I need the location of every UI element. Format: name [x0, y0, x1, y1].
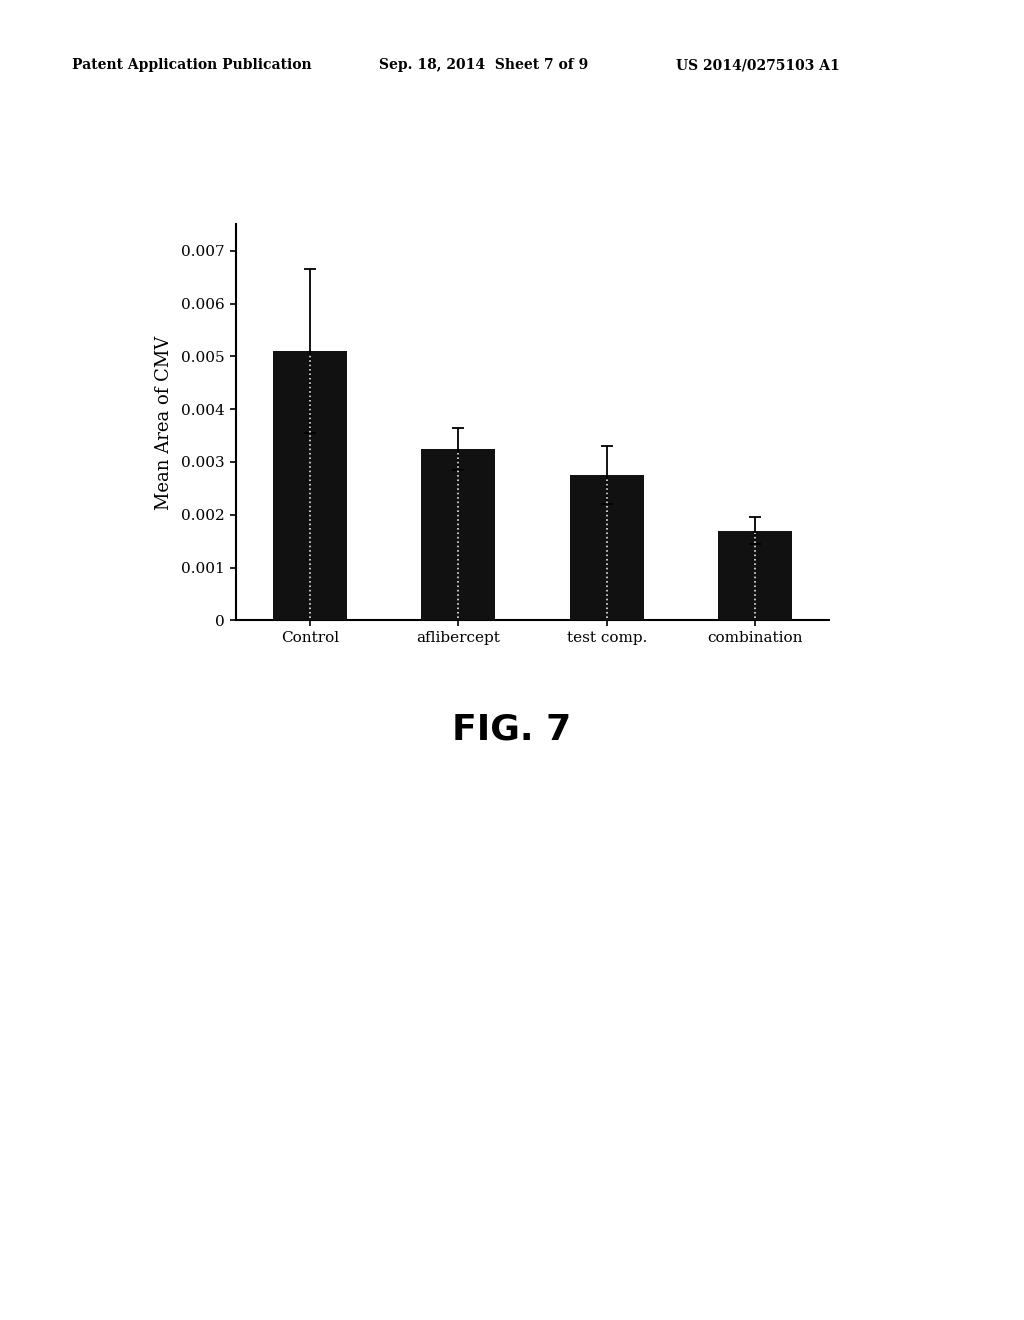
- Text: Sep. 18, 2014  Sheet 7 of 9: Sep. 18, 2014 Sheet 7 of 9: [379, 58, 588, 73]
- Text: US 2014/0275103 A1: US 2014/0275103 A1: [676, 58, 840, 73]
- Bar: [718, 531, 793, 620]
- Bar: [421, 449, 496, 620]
- Y-axis label: Mean Area of CMV: Mean Area of CMV: [155, 335, 173, 510]
- Text: FIG. 7: FIG. 7: [453, 713, 571, 747]
- Text: Patent Application Publication: Patent Application Publication: [72, 58, 311, 73]
- Bar: [569, 475, 644, 620]
- Bar: [272, 351, 347, 620]
